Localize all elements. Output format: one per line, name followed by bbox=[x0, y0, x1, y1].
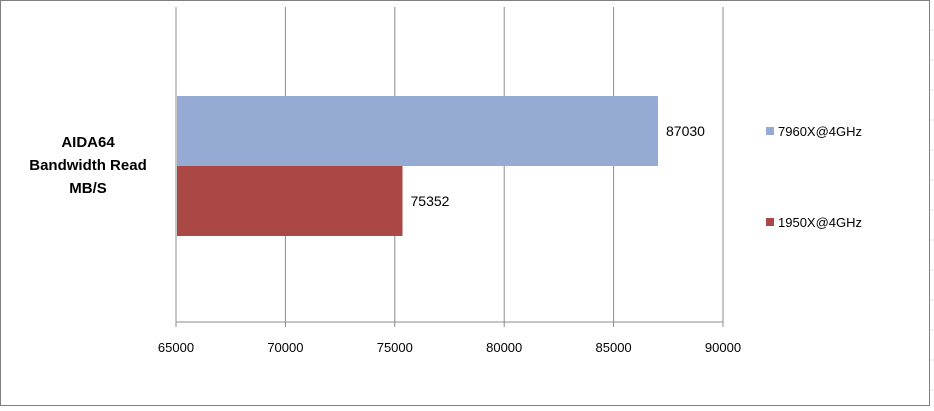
legend-label-7960x: 7960X@4GHz bbox=[778, 124, 862, 139]
legend-swatch-7960x bbox=[766, 127, 774, 135]
category-label-line-2: Bandwidth Read bbox=[29, 157, 147, 174]
data-labels: 87030 75352 bbox=[411, 123, 706, 209]
legend-label-1950x: 1950X@4GHz bbox=[778, 215, 862, 230]
x-tick-labels: 65000 70000 75000 80000 85000 90000 bbox=[158, 322, 741, 355]
x-tick-label: 85000 bbox=[596, 340, 632, 355]
x-tick-label: 75000 bbox=[377, 340, 413, 355]
x-tick-label: 90000 bbox=[705, 340, 741, 355]
category-label-line-3: MB/S bbox=[69, 180, 107, 197]
bars bbox=[177, 96, 659, 236]
x-tick-label: 80000 bbox=[486, 340, 522, 355]
data-label: 87030 bbox=[666, 123, 705, 139]
x-tick-label: 65000 bbox=[158, 340, 194, 355]
bar-7960x-4ghz bbox=[177, 96, 659, 166]
category-label: AIDA64 Bandwidth Read MB/S bbox=[29, 134, 147, 197]
legend-swatch-1950x bbox=[766, 218, 774, 226]
bar-1950x-4ghz bbox=[177, 166, 403, 236]
x-tick-label: 70000 bbox=[267, 340, 303, 355]
data-label: 75352 bbox=[411, 193, 450, 209]
category-label-line-1: AIDA64 bbox=[61, 134, 115, 151]
legend: 7960X@4GHz 1950X@4GHz bbox=[766, 124, 862, 230]
